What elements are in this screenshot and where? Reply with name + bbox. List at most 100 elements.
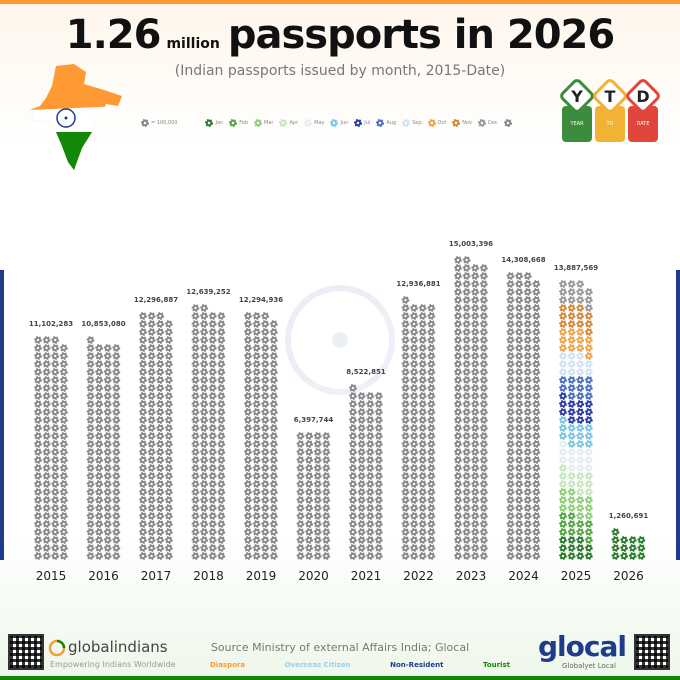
bar-2020 [296,432,331,560]
waffle-icon [374,448,383,456]
waffle-icon [305,432,314,440]
waffle-icon [59,448,68,456]
waffle-icon [252,456,261,464]
waffle-icon [532,368,541,376]
waffle-icon [357,464,366,472]
waffle-icon [471,520,480,528]
waffle-icon [252,464,261,472]
value-label-2016: 10,853,080 [81,320,125,328]
waffle-icon [567,480,576,488]
waffle-icon [427,480,436,488]
waffle-icon [471,352,480,360]
waffle-icon [471,432,480,440]
waffle-icon [357,400,366,408]
waffle-icon [401,312,410,320]
waffle-icon [471,504,480,512]
waffle-icon [462,328,471,336]
waffle-icon [147,440,156,448]
waffle-icon [252,536,261,544]
waffle-icon [479,528,488,536]
category-tourist: Tourist [482,661,510,669]
waffle-icon [252,552,261,560]
waffle-icon [296,472,305,480]
waffle-icon [42,368,51,376]
waffle-icon [147,496,156,504]
waffle-icon [349,520,357,528]
waffle-icon [462,288,471,296]
waffle-icon [515,416,524,424]
waffle-icon [103,360,112,368]
waffle-icon [208,488,217,496]
waffle-icon [156,312,165,320]
waffle-icon [401,544,410,552]
waffle-icon [296,528,305,536]
waffle-icon [471,440,480,448]
waffle-icon [506,456,515,464]
waffle-icon [479,480,488,488]
waffle-icon [147,472,156,480]
waffle-icon [95,512,104,520]
value-label-2017: 12,296,887 [134,296,178,304]
waffle-icon [156,464,165,472]
waffle-icon [103,440,112,448]
waffle-icon [410,384,419,392]
waffle-icon [418,552,427,560]
waffle-icon [95,496,104,504]
waffle-icon [462,504,471,512]
gear-icon [427,118,436,128]
waffle-icon [191,328,200,336]
waffle-icon [191,360,200,368]
waffle-icon [191,520,200,528]
waffle-icon [366,408,375,416]
waffle-icon [34,424,42,432]
waffle-icon [305,488,314,496]
waffle-icon [462,520,471,528]
waffle-icon [217,344,226,352]
waffle-icon [357,472,366,480]
waffle-icon [217,400,226,408]
waffle-icon [191,320,200,328]
waffle-icon [462,376,471,384]
waffle-icon [471,472,480,480]
waffle-icon [208,424,217,432]
waffle-icon [244,352,252,360]
waffle-icon [454,504,462,512]
waffle-icon [567,352,576,360]
waffle-icon [576,536,585,544]
waffle-icon [454,312,462,320]
waffle-icon [217,384,226,392]
waffle-icon [576,440,585,448]
waffle-icon [59,400,68,408]
waffle-icon [252,352,261,360]
waffle-icon [139,344,147,352]
waffle-icon [349,392,357,400]
waffle-icon [462,344,471,352]
waffle-icon [200,440,209,448]
waffle-icon [349,480,357,488]
waffle-icon [244,472,252,480]
waffle-icon [506,328,515,336]
waffle-icon [208,328,217,336]
waffle-icon [322,488,331,496]
waffle-icon [191,552,200,560]
waffle-icon [139,472,147,480]
waffle-icon [357,432,366,440]
waffle-icon [156,368,165,376]
waffle-icon [523,392,532,400]
waffle-icon [296,440,305,448]
waffle-icon [584,368,593,376]
waffle-icon [191,456,200,464]
waffle-icon [191,400,200,408]
waffle-icon [427,344,436,352]
waffle-icon [200,544,209,552]
waffle-icon [506,552,515,560]
waffle-icon [567,512,576,520]
waffle-icon [244,480,252,488]
waffle-icon [523,464,532,472]
waffle-icon [139,368,147,376]
waffle-icon [576,408,585,416]
waffle-icon [244,368,252,376]
waffle-icon [208,344,217,352]
waffle-icon [217,472,226,480]
waffle-icon [305,456,314,464]
